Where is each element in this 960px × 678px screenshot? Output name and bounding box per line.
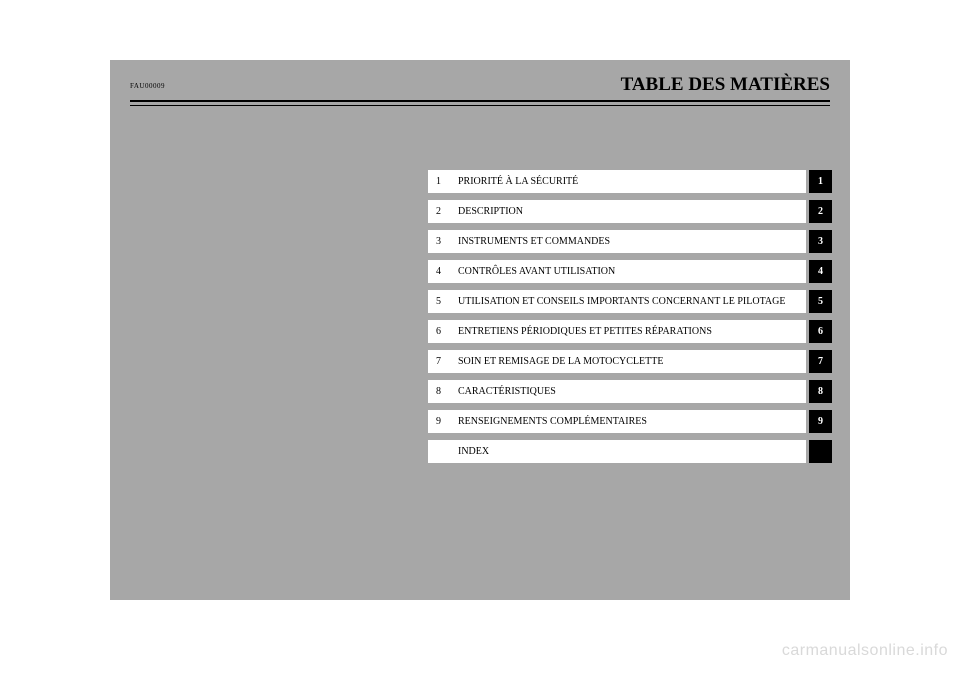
toc-label: 5 UTILISATION ET CONSEILS IMPORTANTS CON… [428,290,806,313]
toc-row: 8 CARACTÉRISTIQUES 8 [428,380,832,403]
toc-row: 1 PRIORITÉ À LA SÉCURITÉ 1 [428,170,832,193]
toc-row: 7 SOIN ET REMISAGE DE LA MOTOCYCLETTE 7 [428,350,832,373]
toc-row: 4 CONTRÔLES AVANT UTILISATION 4 [428,260,832,283]
toc-tab: 2 [809,200,832,223]
toc-text: SOIN ET REMISAGE DE LA MOTOCYCLETTE [458,356,663,367]
page-title: TABLE DES MATIÈRES [621,74,830,96]
toc-tab: 7 [809,350,832,373]
toc-num: 1 [436,176,448,187]
header-divider-thick [130,100,830,102]
toc-text: UTILISATION ET CONSEILS IMPORTANTS CONCE… [458,296,785,307]
toc-label: 7 SOIN ET REMISAGE DE LA MOTOCYCLETTE [428,350,806,373]
toc-label: 8 CARACTÉRISTIQUES [428,380,806,403]
page-panel: FAU00009 TABLE DES MATIÈRES 1 PRIORITÉ À… [110,60,850,600]
toc-text: INSTRUMENTS ET COMMANDES [458,236,610,247]
toc-num: 3 [436,236,448,247]
toc-text: INDEX [458,446,489,457]
toc-tab: 6 [809,320,832,343]
toc-label: 3 INSTRUMENTS ET COMMANDES [428,230,806,253]
watermark: carmanualsonline.info [782,642,948,660]
toc-text: CONTRÔLES AVANT UTILISATION [458,266,615,277]
toc-tab: 5 [809,290,832,313]
toc-num: 4 [436,266,448,277]
toc-row: 6 ENTRETIENS PÉRIODIQUES ET PETITES RÉPA… [428,320,832,343]
toc-num: 9 [436,416,448,427]
toc-tab [809,440,832,463]
toc-text: CARACTÉRISTIQUES [458,386,556,397]
toc-num: 6 [436,326,448,337]
toc-tab: 4 [809,260,832,283]
toc-text: ENTRETIENS PÉRIODIQUES ET PETITES RÉPARA… [458,326,712,337]
toc-row: INDEX [428,440,832,463]
toc-text: RENSEIGNEMENTS COMPLÉMENTAIRES [458,416,647,427]
header-code: FAU00009 [130,82,165,90]
toc-row: 2 DESCRIPTION 2 [428,200,832,223]
toc-text: PRIORITÉ À LA SÉCURITÉ [458,176,578,187]
toc-label: 9 RENSEIGNEMENTS COMPLÉMENTAIRES [428,410,806,433]
toc-label: 4 CONTRÔLES AVANT UTILISATION [428,260,806,283]
toc-num: 8 [436,386,448,397]
toc-num: 2 [436,206,448,217]
toc-tab: 8 [809,380,832,403]
toc-row: 3 INSTRUMENTS ET COMMANDES 3 [428,230,832,253]
toc-text: DESCRIPTION [458,206,523,217]
toc-label: 2 DESCRIPTION [428,200,806,223]
toc-label: INDEX [428,440,806,463]
header-divider-thin [130,105,830,106]
toc-num: 7 [436,356,448,367]
toc-tab: 1 [809,170,832,193]
toc-label: 6 ENTRETIENS PÉRIODIQUES ET PETITES RÉPA… [428,320,806,343]
toc-tab: 9 [809,410,832,433]
toc-num: 5 [436,296,448,307]
toc-row: 5 UTILISATION ET CONSEILS IMPORTANTS CON… [428,290,832,313]
toc-label: 1 PRIORITÉ À LA SÉCURITÉ [428,170,806,193]
toc-row: 9 RENSEIGNEMENTS COMPLÉMENTAIRES 9 [428,410,832,433]
toc-tab: 3 [809,230,832,253]
table-of-contents: 1 PRIORITÉ À LA SÉCURITÉ 1 2 DESCRIPTION… [428,170,832,470]
